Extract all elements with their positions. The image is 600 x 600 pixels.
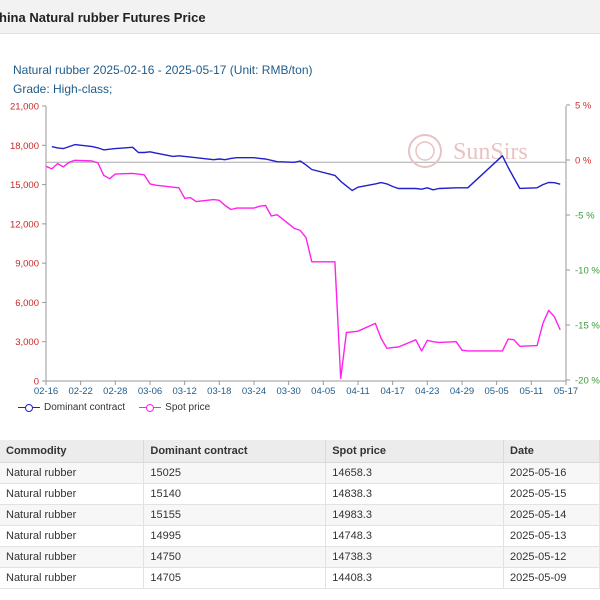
- x-tick-label: 05-11: [520, 386, 544, 396]
- left-tick-label: 12,000: [10, 219, 39, 230]
- cell-date: 2025-05-12: [503, 546, 600, 568]
- x-tick-label: 04-11: [346, 386, 370, 396]
- x-tick-label: 03-30: [277, 386, 301, 396]
- left-tick-label: 21,000: [10, 102, 39, 113]
- left-tick-label: 3,000: [15, 337, 39, 348]
- right-tick-label: 0 %: [575, 156, 592, 167]
- x-tick-label: 03-12: [173, 386, 197, 396]
- cell-date: 2025-05-09: [503, 567, 600, 589]
- legend-label-dominant: Dominant contract: [44, 402, 126, 413]
- chart-legend: Dominant contract Spot price: [18, 402, 224, 413]
- cell-spot: 14738.3: [325, 546, 505, 568]
- left-tick-label: 9,000: [15, 259, 39, 270]
- cell-commodity: Natural rubber: [0, 462, 145, 484]
- cell-spot: 14658.3: [325, 462, 505, 484]
- left-tick-label: 15,000: [10, 180, 39, 191]
- series-layer: [45, 143, 561, 380]
- table-row: Natural rubber 15025 14658.3 2025-05-16: [0, 462, 600, 484]
- table-header-row: Commodity Dominant contract Spot price D…: [0, 440, 600, 463]
- cell-dominant: 14705: [143, 567, 327, 589]
- cell-spot: 14983.3: [325, 504, 505, 526]
- chart-subtitle-grade: Grade: High-class;: [13, 82, 113, 96]
- cell-commodity: Natural rubber: [0, 525, 145, 547]
- x-axis: 02-16 02-22 02-28 03-06 03-12 03-18 03-24 03-30…: [34, 380, 578, 396]
- left-axis: 0 3,000 6,000 9,000 12,000 15,000 18,000 21,000: [10, 102, 47, 388]
- sunsirs-watermark: SunSirs: [408, 134, 528, 168]
- cell-date: 2025-05-14: [503, 504, 600, 526]
- price-table: Commodity Dominant contract Spot price D…: [0, 440, 600, 589]
- x-tick-label: 04-23: [415, 386, 439, 396]
- column-header-dominant: Dominant contract: [143, 440, 327, 463]
- x-tick-label: 04-17: [381, 386, 405, 396]
- column-header-date: Date: [503, 440, 600, 463]
- cell-spot: 14408.3: [325, 567, 505, 589]
- cell-dominant: 15155: [143, 504, 327, 526]
- table-row: Natural rubber 14750 14738.3 2025-05-12: [0, 546, 600, 568]
- cell-spot: 14838.3: [325, 483, 505, 505]
- page-header: hina Natural rubber Futures Price: [0, 0, 600, 34]
- cell-dominant: 15140: [143, 483, 327, 505]
- table-row: Natural rubber 15140 14838.3 2025-05-15: [0, 483, 600, 505]
- x-tick-label: 03-24: [242, 386, 266, 396]
- column-header-commodity: Commodity: [0, 440, 145, 463]
- left-tick-label: 18,000: [10, 141, 39, 152]
- dominant-contract-line: [51, 143, 561, 192]
- cell-dominant: 14995: [143, 525, 327, 547]
- cell-commodity: Natural rubber: [0, 546, 145, 568]
- right-tick-label: -10 %: [575, 266, 600, 277]
- right-tick-label: -5 %: [575, 211, 595, 222]
- cell-date: 2025-05-16: [503, 462, 600, 484]
- right-tick-label: 5 %: [575, 101, 592, 112]
- x-tick-label: 04-29: [450, 386, 474, 396]
- cell-commodity: Natural rubber: [0, 483, 145, 505]
- table-row: Natural rubber 14995 14748.3 2025-05-13: [0, 525, 600, 547]
- cell-commodity: Natural rubber: [0, 567, 145, 589]
- right-tick-label: -15 %: [575, 321, 600, 332]
- watermark-text: SunSirs: [453, 139, 528, 165]
- dominant-legend-icon: [18, 403, 40, 413]
- cell-spot: 14748.3: [325, 525, 505, 547]
- cell-dominant: 15025: [143, 462, 327, 484]
- table-row: Natural rubber 15155 14983.3 2025-05-14: [0, 504, 600, 526]
- cell-dominant: 14750: [143, 546, 327, 568]
- right-axis: 5 % 0 % -5 % -10 % -15 % -20 %: [565, 101, 600, 387]
- x-tick-label: 04-05: [311, 386, 335, 396]
- spot-legend-icon: [139, 403, 162, 413]
- spot-price-line: [45, 159, 561, 380]
- right-tick-label: -20 %: [575, 376, 600, 387]
- x-tick-label: 02-22: [69, 386, 93, 396]
- x-tick-label: 05-05: [485, 386, 509, 396]
- x-tick-label: 02-28: [103, 386, 127, 396]
- x-tick-label: 05-17: [554, 386, 578, 396]
- x-tick-label: 03-06: [138, 386, 162, 396]
- left-tick-label: 0: [34, 377, 39, 388]
- column-header-spot: Spot price: [325, 440, 505, 463]
- legend-label-spot: Spot price: [165, 402, 211, 413]
- legend-item-dominant[interactable]: Dominant contract: [18, 402, 125, 413]
- legend-item-spot[interactable]: Spot price: [139, 402, 210, 413]
- page-title: hina Natural rubber Futures Price: [0, 10, 206, 25]
- cell-date: 2025-05-13: [503, 525, 600, 547]
- left-tick-label: 6,000: [15, 298, 39, 309]
- table-row: Natural rubber 14705 14408.3 2025-05-09: [0, 567, 600, 589]
- cell-date: 2025-05-15: [503, 483, 600, 505]
- price-chart: SunSirs 0 3,000 6,000 9,000 12,000 15,000 18,0…: [10, 101, 600, 397]
- chart-subtitle-range: Natural rubber 2025-02-16 - 2025-05-17 (…: [13, 63, 313, 77]
- x-tick-label: 03-18: [207, 386, 231, 396]
- cell-commodity: Natural rubber: [0, 504, 145, 526]
- x-tick-label: 02-16: [34, 386, 58, 396]
